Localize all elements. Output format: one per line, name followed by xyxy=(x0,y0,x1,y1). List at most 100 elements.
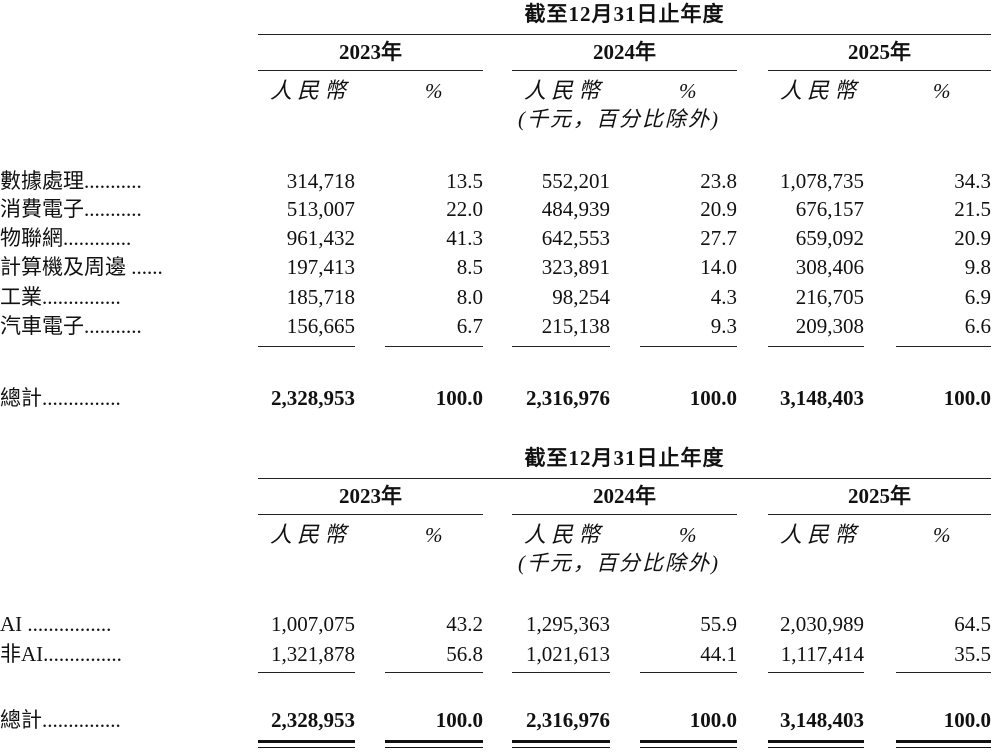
cell-value: 676,157 xyxy=(795,197,864,221)
cell-value: 8.0 xyxy=(456,285,483,309)
subtotal-rule xyxy=(385,346,483,347)
total-double-rule xyxy=(640,747,737,748)
subtotal-rule xyxy=(512,672,610,673)
currency-label: 人民幣 xyxy=(780,522,862,547)
cell-value: 216,705 xyxy=(795,285,864,309)
year-header-rule xyxy=(512,70,737,71)
year-header: 2023年 xyxy=(339,484,402,508)
cell-value: 6.9 xyxy=(964,285,991,309)
subtotal-rule xyxy=(512,346,610,347)
cell-value: 552,201 xyxy=(541,169,610,193)
total-value: 2,316,976 xyxy=(526,708,610,732)
row-label: 非AI............... xyxy=(0,642,122,666)
cell-value: 34.3 xyxy=(954,169,991,193)
cell-value: 20.9 xyxy=(700,197,737,221)
cell-value: 64.5 xyxy=(954,612,991,636)
total-value: 100.0 xyxy=(689,386,737,410)
cell-value: 323,891 xyxy=(541,255,610,279)
subtotal-rule xyxy=(640,346,737,347)
subtotal-rule xyxy=(896,672,991,673)
row-label: AI ................ xyxy=(0,612,112,636)
subtotal-rule xyxy=(385,672,483,673)
cell-value: 1,117,414 xyxy=(780,642,864,666)
cell-value: 197,413 xyxy=(286,255,355,279)
cell-value: 513,007 xyxy=(286,197,355,221)
currency-label: 人民幣 xyxy=(270,522,352,547)
year-header: 2024年 xyxy=(593,40,656,64)
percent-label: % xyxy=(933,523,951,547)
year-header-rule xyxy=(512,514,737,515)
total-value: 3,148,403 xyxy=(780,708,864,732)
subtotal-rule xyxy=(896,346,991,347)
year-header: 2025年 xyxy=(848,40,911,64)
percent-label: % xyxy=(933,79,951,103)
year-header: 2025年 xyxy=(848,484,911,508)
cell-value: 1,007,075 xyxy=(271,612,355,636)
currency-label: 人民幣 xyxy=(270,78,352,103)
currency-label: 人民幣 xyxy=(524,522,606,547)
cell-value: 308,406 xyxy=(795,255,864,279)
cell-value: 9.8 xyxy=(964,255,991,279)
total-value: 2,328,953 xyxy=(271,386,355,410)
currency-label: 人民幣 xyxy=(524,78,606,103)
total-value: 100.0 xyxy=(435,708,483,732)
row-label: 汽車電子........... xyxy=(0,314,142,338)
cell-value: 659,092 xyxy=(795,226,864,250)
total-double-rule xyxy=(385,740,483,743)
cell-value: 314,718 xyxy=(286,169,355,193)
cell-value: 185,718 xyxy=(286,285,355,309)
cell-value: 484,939 xyxy=(541,197,610,221)
total-value: 100.0 xyxy=(943,708,991,732)
cell-value: 1,021,613 xyxy=(526,642,610,666)
row-label: 計算機及周邊 ...... xyxy=(0,255,163,279)
percent-label: % xyxy=(425,79,443,103)
year-header-rule xyxy=(768,514,991,515)
cell-value: 6.6 xyxy=(964,314,991,338)
cell-value: 8.5 xyxy=(456,255,483,279)
period-header-rule xyxy=(258,34,991,35)
cell-value: 961,432 xyxy=(286,226,355,250)
cell-value: 56.8 xyxy=(446,642,483,666)
period-header-rule xyxy=(258,478,991,479)
row-label: 物聯網............. xyxy=(0,226,132,250)
subtotal-rule xyxy=(768,672,864,673)
year-header: 2023年 xyxy=(339,40,402,64)
percent-label: % xyxy=(679,79,697,103)
unit-note: (千元，百分比除外) xyxy=(518,551,720,575)
cell-value: 35.5 xyxy=(954,642,991,666)
period-header: 截至12月31日止年度 xyxy=(524,2,725,26)
total-value: 2,316,976 xyxy=(526,386,610,410)
total-double-rule xyxy=(768,747,864,748)
total-value: 100.0 xyxy=(689,708,737,732)
cell-value: 209,308 xyxy=(795,314,864,338)
subtotal-rule xyxy=(640,672,737,673)
total-double-rule xyxy=(258,740,355,743)
cell-value: 41.3 xyxy=(446,226,483,250)
total-double-rule xyxy=(512,747,610,748)
total-label: 總計............... xyxy=(0,708,121,732)
subtotal-rule xyxy=(768,346,864,347)
year-header-rule xyxy=(258,514,483,515)
cell-value: 43.2 xyxy=(446,612,483,636)
cell-value: 14.0 xyxy=(700,255,737,279)
cell-value: 1,295,363 xyxy=(526,612,610,636)
subtotal-rule xyxy=(258,346,355,347)
year-header-rule xyxy=(768,70,991,71)
cell-value: 156,665 xyxy=(286,314,355,338)
total-double-rule xyxy=(385,747,483,748)
percent-label: % xyxy=(679,523,697,547)
cell-value: 13.5 xyxy=(446,169,483,193)
cell-value: 23.8 xyxy=(700,169,737,193)
unit-note: (千元，百分比除外) xyxy=(518,107,720,131)
total-label: 總計............... xyxy=(0,386,121,410)
total-double-rule xyxy=(258,747,355,748)
total-double-rule xyxy=(640,740,737,743)
total-value: 100.0 xyxy=(943,386,991,410)
year-header: 2024年 xyxy=(593,484,656,508)
period-header: 截至12月31日止年度 xyxy=(524,446,725,470)
total-double-rule xyxy=(896,747,991,748)
total-value: 2,328,953 xyxy=(271,708,355,732)
cell-value: 21.5 xyxy=(954,197,991,221)
cell-value: 1,078,735 xyxy=(780,169,864,193)
cell-value: 215,138 xyxy=(541,314,610,338)
